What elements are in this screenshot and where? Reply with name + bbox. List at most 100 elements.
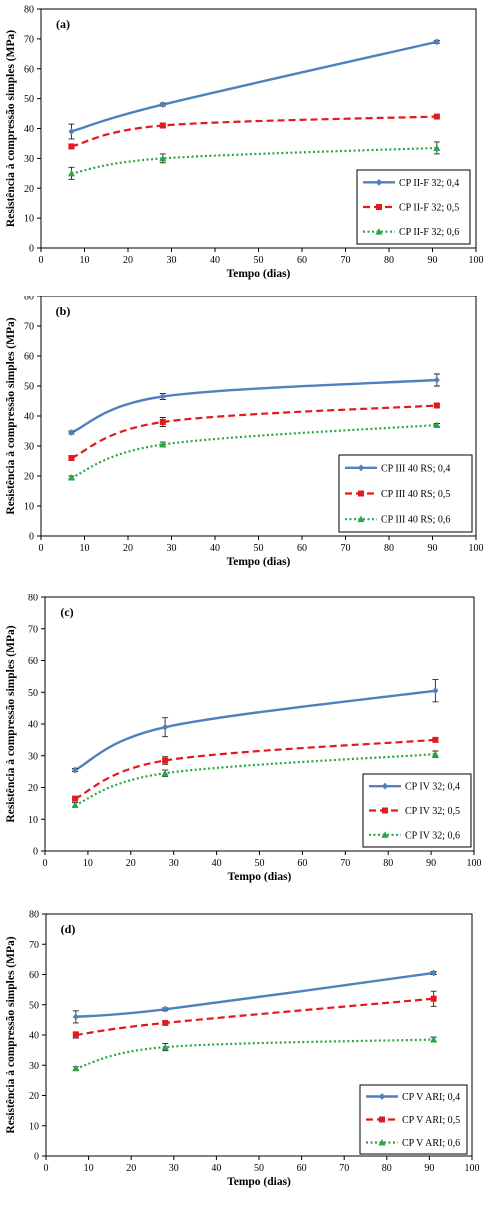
data-point bbox=[162, 1019, 169, 1026]
y-tick-label: 10 bbox=[24, 214, 34, 225]
x-tick-label: 10 bbox=[84, 1163, 94, 1174]
legend-entry: CP II-F 32; 0,6 bbox=[399, 227, 459, 238]
series-1 bbox=[68, 373, 440, 436]
x-tick-label: 10 bbox=[80, 543, 90, 554]
y-axis-label: Resistência à compressão simples (MPa) bbox=[5, 30, 17, 227]
x-tick-label: 60 bbox=[297, 255, 307, 266]
chart-panel-3: 0 10 20 30 40 50 60 70 80 0 10 20 30 40 50 60 70 80 90 100 T… bbox=[5, 594, 482, 883]
x-tick-label: 60 bbox=[297, 1163, 307, 1174]
y-axis-label: Resistência à compressão simples (MPa) bbox=[5, 936, 17, 1133]
data-point bbox=[159, 441, 167, 448]
data-point bbox=[433, 113, 440, 120]
y-tick-label: 50 bbox=[24, 94, 34, 105]
legend: CP V ARI; 0,4 CP V ARI; 0,5 CP V ARI; 0,6 bbox=[359, 1084, 468, 1155]
series-line bbox=[71, 404, 437, 460]
y-tick-label: 10 bbox=[29, 1121, 39, 1132]
legend-marker bbox=[358, 464, 364, 472]
x-tick-label: 40 bbox=[212, 858, 222, 869]
series-2 bbox=[68, 402, 440, 461]
x-tick-label: 20 bbox=[123, 255, 133, 266]
x-tick-label: 90 bbox=[426, 858, 436, 869]
y-tick-label: 50 bbox=[28, 688, 38, 699]
data-point bbox=[71, 801, 79, 808]
series-line bbox=[75, 997, 434, 1037]
series-3 bbox=[71, 750, 439, 808]
series-line bbox=[75, 1038, 434, 1070]
legend-marker bbox=[382, 807, 388, 814]
y-tick-label: 0 bbox=[33, 847, 38, 858]
legend-entry: CP V ARI; 0,6 bbox=[402, 1138, 460, 1149]
data-point bbox=[432, 736, 439, 743]
legend-marker bbox=[376, 178, 382, 186]
y-tick-label: 0 bbox=[34, 1152, 39, 1163]
y-tick-label: 20 bbox=[29, 1091, 39, 1102]
x-tick-label: 30 bbox=[169, 858, 179, 869]
y-tick-label: 20 bbox=[24, 184, 34, 195]
data-point bbox=[431, 750, 439, 758]
series-line bbox=[71, 146, 437, 175]
x-tick-label: 80 bbox=[382, 1163, 392, 1174]
data-point bbox=[159, 122, 166, 129]
legend-entry: CP III 40 RS; 0,4 bbox=[381, 463, 450, 474]
x-tick-label: 80 bbox=[383, 858, 393, 869]
y-axis-label: Resistência à compressão simples (MPa) bbox=[5, 317, 17, 514]
x-tick-label: 20 bbox=[123, 543, 133, 554]
x-tick-label: 70 bbox=[340, 858, 350, 869]
y-tick-label: 0 bbox=[29, 244, 34, 255]
y-tick-label: 20 bbox=[28, 783, 38, 794]
data-point bbox=[159, 154, 167, 162]
y-tick-label: 40 bbox=[28, 720, 38, 731]
y-tick-label: 10 bbox=[28, 815, 38, 826]
data-point bbox=[159, 101, 166, 109]
series-1 bbox=[72, 969, 437, 1024]
x-tick-label: 60 bbox=[297, 543, 307, 554]
legend-entry: CP II-F 32; 0,4 bbox=[399, 178, 459, 189]
x-tick-label: 30 bbox=[167, 255, 177, 266]
data-point bbox=[159, 419, 166, 425]
x-tick-label: 10 bbox=[80, 255, 90, 266]
series-line bbox=[75, 971, 434, 1019]
data-point bbox=[68, 127, 75, 135]
legend-entry: CP IV 32; 0,5 bbox=[405, 806, 460, 817]
legend-entry: CP IV 32; 0,4 bbox=[405, 782, 460, 793]
x-tick-label: 80 bbox=[384, 255, 394, 266]
data-point bbox=[159, 393, 166, 400]
legend-marker bbox=[379, 1093, 385, 1100]
y-tick-label: 70 bbox=[24, 322, 34, 333]
data-point bbox=[68, 429, 75, 436]
y-tick-label: 30 bbox=[24, 154, 34, 165]
y-tick-label: 70 bbox=[29, 940, 39, 951]
series-line bbox=[70, 378, 437, 434]
legend-entry: CP V ARI; 0,4 bbox=[402, 1092, 460, 1103]
x-axis-label: Tempo (dias) bbox=[227, 1176, 291, 1188]
x-tick-label: 0 bbox=[39, 543, 44, 554]
x-axis-label: Tempo (dias) bbox=[228, 871, 292, 883]
y-axis-label: Resistência à compressão simples (MPa) bbox=[5, 625, 17, 822]
legend: CP III 40 RS; 0,4 CP III 40 RS; 0,5 CP III… bbox=[338, 454, 473, 533]
x-tick-label: 40 bbox=[210, 543, 220, 554]
y-tick-label: 40 bbox=[24, 412, 34, 423]
x-tick-label: 20 bbox=[126, 1163, 136, 1174]
legend-marker bbox=[382, 782, 388, 790]
legend-marker bbox=[358, 490, 364, 497]
data-point bbox=[72, 795, 79, 802]
y-tick-label: 40 bbox=[29, 1031, 39, 1042]
data-point bbox=[72, 1013, 79, 1021]
x-tick-label: 10 bbox=[83, 858, 93, 869]
x-tick-label: 30 bbox=[169, 1163, 179, 1174]
legend-entry: CP V ARI; 0,5 bbox=[402, 1115, 460, 1126]
x-tick-label: 30 bbox=[167, 543, 177, 554]
x-tick-label: 100 bbox=[467, 858, 482, 869]
data-point bbox=[433, 376, 440, 384]
data-point bbox=[430, 995, 437, 1002]
x-tick-label: 50 bbox=[254, 1163, 264, 1174]
y-tick-label: 60 bbox=[29, 970, 39, 981]
x-tick-label: 50 bbox=[255, 858, 265, 869]
data-point bbox=[72, 1032, 79, 1038]
y-tick-label: 80 bbox=[24, 296, 34, 303]
data-point bbox=[430, 1036, 438, 1043]
x-tick-label: 100 bbox=[469, 543, 484, 554]
x-tick-label: 0 bbox=[39, 255, 44, 266]
legend-entry: CP II-F 32; 0,5 bbox=[399, 203, 459, 214]
x-axis-label: Tempo (dias) bbox=[227, 268, 291, 280]
